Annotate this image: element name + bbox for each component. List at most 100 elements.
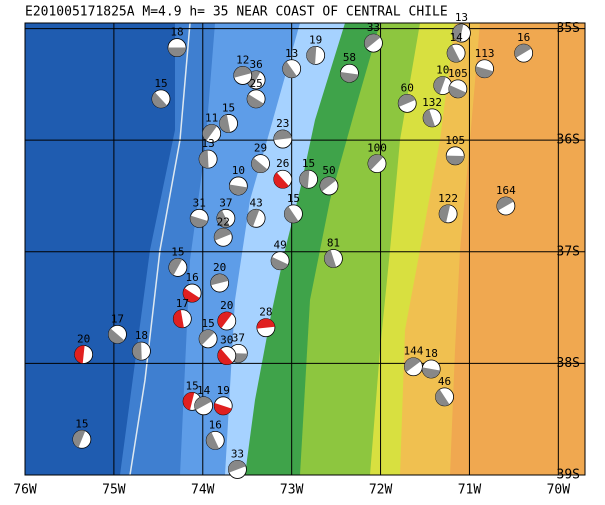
depth-label: 17: [176, 297, 189, 310]
depth-label: 20: [77, 332, 90, 345]
depth-label: 12: [236, 53, 249, 66]
depth-label: 11: [205, 111, 218, 124]
focal-mechanism: [273, 169, 293, 189]
compressional-quadrant: [199, 150, 209, 169]
focal-mechanism: [364, 33, 383, 53]
focal-mechanism: [205, 431, 225, 450]
focal-mechanism: [189, 208, 209, 228]
depth-label: 33: [367, 21, 380, 34]
depth-label: 25: [249, 77, 262, 90]
compressional-quadrant: [217, 311, 233, 329]
focal-mechanism: [182, 283, 202, 303]
focal-mechanism: [397, 93, 417, 113]
depth-label: 15: [154, 77, 167, 90]
compressional-quadrant: [299, 170, 310, 189]
focal-mechanism: [452, 23, 471, 43]
compressional-quadrant: [422, 367, 441, 378]
focal-mechanism: [217, 346, 237, 365]
compressional-quadrant: [282, 61, 297, 78]
focal-mechanism: [299, 169, 318, 189]
depth-label: 113: [475, 47, 495, 60]
depth-label: 37: [232, 331, 245, 344]
y-tick-label: 38S: [557, 356, 580, 371]
depth-label: 144: [404, 345, 424, 358]
compressional-quadrant: [324, 249, 337, 268]
focal-mechanism: [74, 345, 94, 364]
compressional-quadrant: [108, 328, 125, 344]
compressional-quadrant: [216, 210, 230, 228]
focal-mechanism: [319, 176, 339, 196]
focal-mechanism: [219, 114, 238, 133]
depth-label: 23: [276, 117, 289, 130]
focal-mechanism: [228, 176, 248, 196]
focal-mechanism: [251, 154, 270, 174]
focal-mechanism: [213, 227, 233, 247]
depth-label: 28: [259, 306, 272, 319]
focal-mechanism: [404, 357, 423, 377]
focal-mechanism: [216, 208, 236, 228]
focal-mechanism: [202, 124, 222, 143]
compressional-quadrant: [214, 403, 232, 415]
focal-mechanism: [198, 149, 218, 169]
depth-label: 20: [213, 261, 226, 274]
focal-mechanism: [367, 154, 387, 174]
focal-mechanism: [433, 76, 453, 95]
compressional-quadrant: [229, 184, 248, 195]
compressional-quadrant: [247, 209, 260, 227]
compressional-quadrant: [183, 392, 195, 411]
compressional-quadrant: [214, 228, 232, 241]
depth-label: 18: [170, 26, 183, 39]
y-tick-label: 39S: [557, 468, 580, 483]
depth-label: 19: [309, 33, 322, 46]
depth-label: 16: [185, 271, 198, 284]
depth-label: 10: [436, 63, 449, 76]
depth-label: 30: [220, 334, 233, 347]
focal-mechanism: [446, 43, 466, 63]
focal-mechanism: [168, 258, 188, 277]
focal-mechanism: [72, 429, 92, 449]
depth-label: 31: [193, 196, 206, 209]
compressional-quadrant: [183, 288, 200, 303]
compressional-quadrant: [368, 154, 384, 171]
focal-mechanism: [284, 204, 303, 224]
depth-label: 15: [302, 157, 315, 170]
compressional-quadrant: [168, 258, 183, 276]
focal-mechanism: [210, 273, 230, 293]
focal-mechanism: [270, 251, 290, 271]
focal-mechanism: [108, 324, 127, 344]
compressional-quadrant: [446, 155, 465, 165]
compressional-quadrant: [217, 348, 233, 365]
compressional-quadrant: [247, 94, 264, 108]
compressional-quadrant: [190, 215, 208, 228]
compressional-quadrant: [447, 45, 461, 63]
x-tick-label: 73W: [280, 483, 304, 498]
focal-mechanism: [282, 59, 302, 79]
focal-mechanism: [217, 311, 237, 331]
compressional-quadrant: [273, 172, 289, 189]
depth-label: 43: [249, 196, 262, 209]
depth-label: 19: [217, 384, 230, 397]
compressional-quadrant: [340, 71, 359, 83]
depth-label: 13: [285, 47, 298, 60]
x-tick-label: 76W: [13, 483, 37, 498]
focal-mechanism: [228, 460, 247, 479]
compressional-quadrant: [452, 24, 464, 42]
depth-label: 100: [367, 142, 387, 155]
depth-label: 14: [197, 384, 211, 397]
compressional-quadrant: [194, 396, 212, 411]
compressional-quadrant: [404, 357, 421, 373]
compressional-quadrant: [271, 256, 289, 270]
compressional-quadrant: [251, 157, 268, 173]
compressional-quadrant: [398, 94, 416, 107]
compressional-quadrant: [273, 130, 292, 141]
compressional-quadrant: [433, 76, 446, 94]
compressional-quadrant: [306, 46, 317, 65]
depth-label: 22: [217, 215, 230, 228]
depth-label: 18: [135, 329, 148, 342]
depth-label: 15: [171, 245, 184, 258]
terrain: [25, 23, 585, 475]
depth-label: 122: [438, 192, 458, 205]
focal-mechanism: [306, 45, 326, 65]
focal-mechanism: [340, 63, 359, 83]
